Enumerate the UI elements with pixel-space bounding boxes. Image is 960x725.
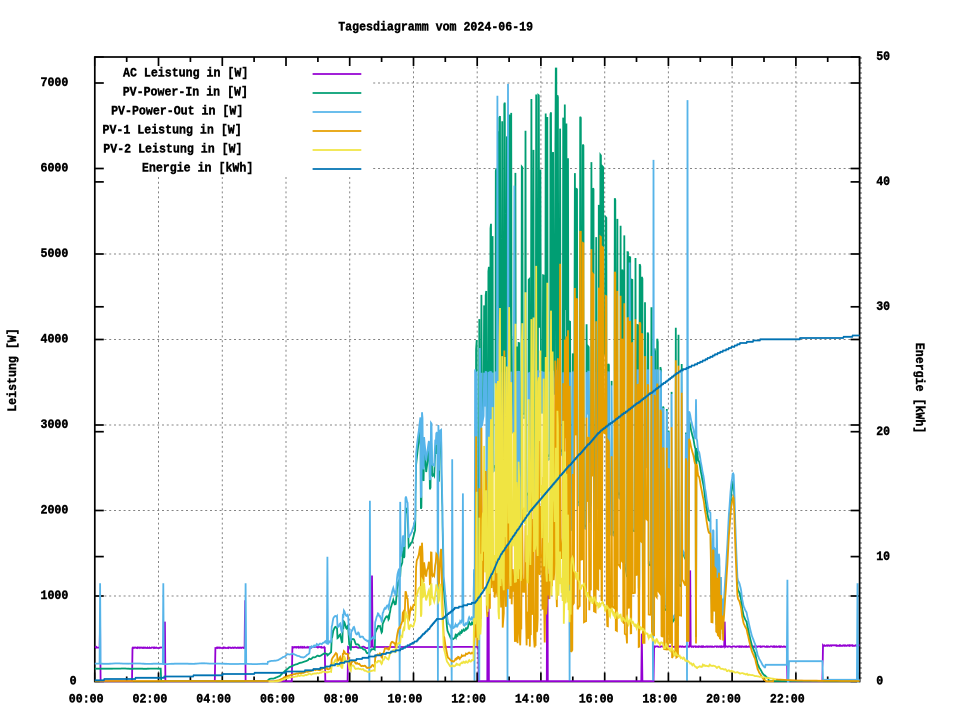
svg-text:6000: 6000 — [41, 161, 69, 176]
svg-text:50: 50 — [876, 49, 890, 64]
svg-text:16:00: 16:00 — [579, 691, 614, 706]
svg-text:20: 20 — [876, 424, 890, 439]
svg-text:PV-Power-In in [W]: PV-Power-In in [W] — [123, 85, 248, 100]
svg-text:0: 0 — [70, 674, 77, 689]
svg-text:30: 30 — [876, 299, 890, 314]
svg-text:Energie [kWh]: Energie [kWh] — [912, 343, 927, 434]
svg-text:14:00: 14:00 — [515, 691, 550, 706]
svg-text:PV-1 Leistung in [W]: PV-1 Leistung in [W] — [103, 123, 242, 138]
svg-text:4000: 4000 — [41, 332, 69, 347]
svg-text:20:00: 20:00 — [706, 691, 741, 706]
svg-text:5000: 5000 — [41, 246, 69, 261]
svg-text:Tagesdiagramm vom 2024-06-19: Tagesdiagramm vom 2024-06-19 — [338, 20, 533, 35]
svg-text:AC Leistung in [W]: AC Leistung in [W] — [123, 66, 248, 81]
svg-text:22:00: 22:00 — [770, 691, 805, 706]
svg-text:2000: 2000 — [41, 503, 69, 518]
svg-text:12:00: 12:00 — [451, 691, 486, 706]
svg-text:10:00: 10:00 — [388, 691, 423, 706]
svg-text:00:00: 00:00 — [69, 691, 104, 706]
svg-text:40: 40 — [876, 174, 890, 189]
svg-text:04:00: 04:00 — [196, 691, 231, 706]
svg-text:10: 10 — [876, 549, 890, 564]
svg-text:PV-2 Leistung in [W]: PV-2 Leistung in [W] — [103, 142, 242, 157]
svg-text:02:00: 02:00 — [133, 691, 168, 706]
svg-text:7000: 7000 — [41, 75, 69, 90]
svg-text:Leistung [W]: Leistung [W] — [5, 328, 20, 412]
svg-text:3000: 3000 — [41, 417, 69, 432]
svg-text:PV-Power-Out in [W]: PV-Power-Out in [W] — [111, 104, 243, 119]
svg-text:18:00: 18:00 — [642, 691, 677, 706]
svg-text:1000: 1000 — [41, 588, 69, 603]
svg-text:06:00: 06:00 — [260, 691, 295, 706]
svg-text:0: 0 — [876, 674, 883, 689]
svg-text:08:00: 08:00 — [324, 691, 359, 706]
svg-text:Energie in [kWh]: Energie in [kWh] — [142, 161, 253, 176]
